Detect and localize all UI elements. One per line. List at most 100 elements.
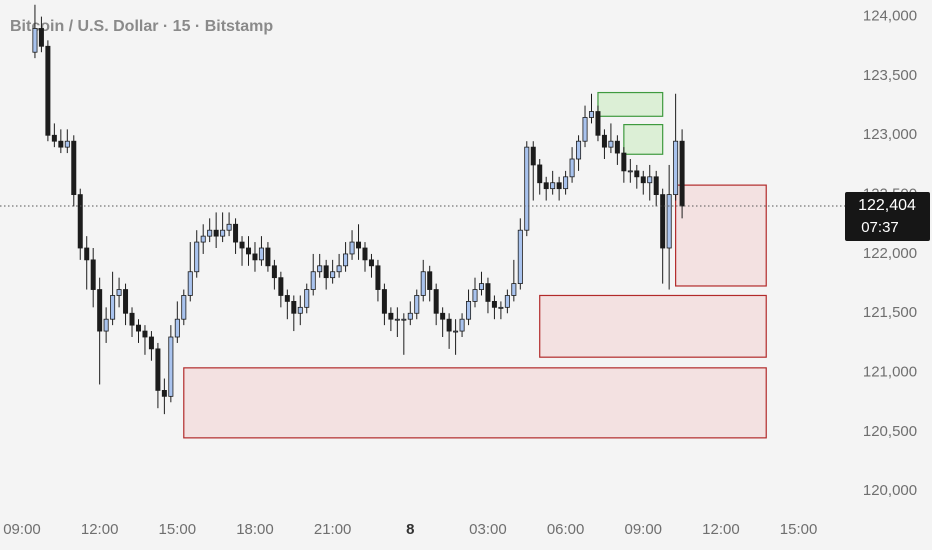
- zone: [183, 367, 767, 439]
- zone: [539, 294, 767, 358]
- candle-body: [433, 289, 439, 314]
- candle-body: [304, 289, 310, 308]
- candle-body: [582, 117, 588, 142]
- candle-body: [414, 295, 420, 314]
- y-tick-label: 120,500: [863, 423, 917, 440]
- candle-body: [194, 241, 200, 273]
- candle-body: [77, 194, 83, 249]
- x-tick-label: 15:00: [780, 521, 818, 538]
- candle-body: [349, 241, 355, 255]
- candle-body: [679, 140, 685, 207]
- candle-body: [220, 229, 226, 237]
- candle-body: [388, 312, 394, 320]
- candle-body: [233, 223, 239, 243]
- candle-body: [90, 259, 96, 290]
- candle-body: [265, 247, 271, 267]
- candle-body: [291, 301, 297, 314]
- y-tick-label: 122,000: [863, 245, 917, 262]
- candle-body: [123, 289, 129, 314]
- candle-body: [427, 271, 433, 290]
- candle-body: [252, 253, 258, 261]
- x-tick-label: 09:00: [3, 521, 41, 538]
- candle-body: [407, 312, 413, 320]
- candle-body: [504, 295, 510, 308]
- candle-body: [440, 312, 446, 320]
- candle-body: [375, 265, 381, 290]
- candle-body: [38, 28, 44, 47]
- candle-body: [174, 318, 180, 338]
- x-tick-label: 09:00: [624, 521, 662, 538]
- candle-body: [556, 182, 562, 190]
- candle-body: [51, 134, 57, 142]
- candle-body: [530, 146, 536, 166]
- y-tick-label: 123,000: [863, 126, 917, 143]
- candle-body: [498, 306, 504, 309]
- candle-body: [45, 45, 51, 136]
- candle-body: [478, 283, 484, 290]
- candle-body: [485, 283, 491, 302]
- candle-body: [258, 247, 264, 261]
- candle-body: [155, 348, 161, 391]
- candle-body: [278, 277, 284, 296]
- candle-body: [653, 176, 659, 196]
- candle-body: [110, 295, 116, 320]
- candle-body: [135, 324, 141, 332]
- candle-body: [32, 28, 38, 53]
- candle-body: [550, 182, 556, 190]
- chart-title: Bitcoin / U.S. Dollar · 15 · Bitstamp: [10, 18, 273, 35]
- candle-body: [103, 318, 109, 332]
- candle-body: [297, 306, 303, 314]
- candle-body: [459, 318, 465, 332]
- y-tick-label: 120,000: [863, 482, 917, 499]
- candle-body: [453, 330, 459, 333]
- candle-body: [200, 235, 206, 243]
- candle-body: [608, 140, 614, 148]
- zone: [597, 91, 664, 117]
- x-tick-label: 15:00: [159, 521, 197, 538]
- y-tick-label: 123,500: [863, 67, 917, 84]
- candle-body: [673, 140, 679, 196]
- candle-body: [466, 301, 472, 320]
- candle-body: [601, 134, 607, 148]
- candle-body: [64, 140, 70, 148]
- candle-body: [420, 271, 426, 296]
- candle-body: [401, 318, 407, 321]
- candle-body: [148, 336, 154, 350]
- x-tick-label: 03:00: [469, 521, 507, 538]
- y-tick-label: 121,000: [863, 364, 917, 381]
- x-tick-label: 12:00: [81, 521, 119, 538]
- candle-body: [207, 229, 213, 237]
- x-tick-label: 12:00: [702, 521, 740, 538]
- candle-body: [491, 301, 497, 308]
- candle-body: [446, 318, 452, 332]
- candle-body: [58, 140, 64, 148]
- candle-body: [168, 336, 174, 397]
- candle-body: [330, 271, 336, 279]
- candle-body: [576, 140, 582, 160]
- x-tick-label: 06:00: [547, 521, 585, 538]
- candle-body: [226, 223, 232, 231]
- candle-body: [310, 271, 316, 290]
- candle-body: [142, 330, 148, 338]
- x-tick-label: 21:00: [314, 521, 352, 538]
- candle-body: [660, 194, 666, 249]
- candle-body: [537, 164, 543, 184]
- candle-body: [239, 241, 245, 249]
- last-price-box: [845, 192, 930, 241]
- zone: [675, 184, 767, 287]
- candle-body: [543, 182, 549, 190]
- candle-body: [524, 146, 530, 231]
- candle-body: [187, 271, 193, 296]
- candle-body: [621, 152, 627, 172]
- candle-body: [614, 140, 620, 154]
- candle-body: [368, 259, 374, 267]
- candle-body: [271, 265, 277, 279]
- candle-body: [246, 247, 252, 255]
- candle-body: [634, 170, 640, 178]
- candle-body: [569, 158, 575, 178]
- candle-body: [666, 194, 672, 249]
- candle-body: [317, 265, 323, 273]
- candle-body: [517, 229, 523, 285]
- candle-body: [647, 176, 653, 184]
